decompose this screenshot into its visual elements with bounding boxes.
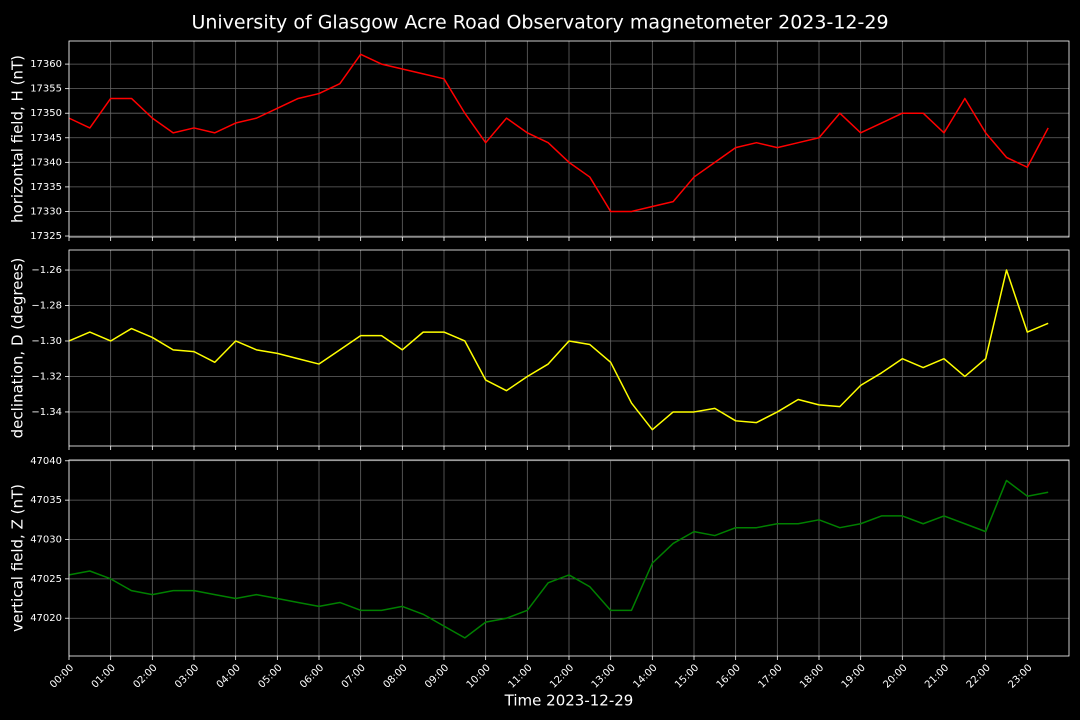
y-axis-label: vertical field, Z (nT) (9, 484, 27, 632)
y-tick-label: −1.26 (31, 265, 62, 276)
axes-frame (68, 40, 1070, 238)
y-tick-label: −1.32 (31, 371, 62, 382)
axes-frame (68, 459, 1070, 657)
y-tick-label: 17340 (30, 157, 62, 168)
data-line (68, 269, 1049, 431)
y-tick-label: 47040 (30, 456, 62, 467)
y-tick-label: 17355 (30, 84, 62, 95)
data-line (68, 479, 1049, 639)
figure-title: University of Glasgow Acre Road Observat… (191, 12, 888, 34)
y-tick-label: 17345 (30, 133, 62, 144)
y-tick-label: 47035 (30, 495, 62, 506)
y-axis-label: horizontal field, H (nT) (9, 55, 27, 223)
y-tick-label: 47025 (30, 574, 62, 585)
y-tick-label: 17330 (30, 206, 62, 217)
axes-frame (68, 249, 1070, 447)
y-tick-label: 17325 (30, 231, 62, 242)
y-tick-label: 47030 (30, 535, 62, 546)
y-axis-label: declination, D (degrees) (9, 258, 27, 439)
y-tick-label: 17360 (30, 59, 62, 70)
y-tick-label: −1.34 (31, 407, 62, 418)
data-line (68, 53, 1049, 213)
y-tick-label: 47020 (30, 613, 62, 624)
y-tick-label: −1.28 (31, 301, 62, 312)
x-axis-label: Time 2023-12-29 (504, 692, 634, 710)
y-tick-label: 17335 (30, 182, 62, 193)
y-tick-label: 17350 (30, 108, 62, 119)
y-tick-label: −1.30 (31, 336, 62, 347)
